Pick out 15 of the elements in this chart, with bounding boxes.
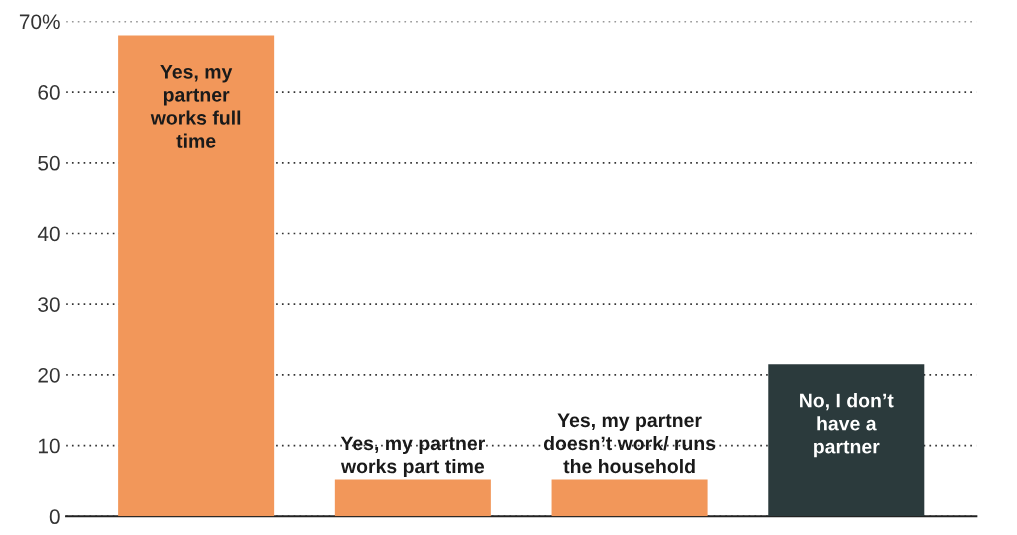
y-tick-label: 30 <box>38 297 60 312</box>
x-tick-label: Yes, my partner works part time <box>340 436 485 478</box>
y-tick-label: 10 <box>38 438 60 454</box>
x-tick-label: Yes, my partner works full time <box>150 65 241 148</box>
y-tick-label: 70% <box>19 14 60 30</box>
x-tick-label: No, I don’t have a partner <box>800 393 894 458</box>
bar <box>118 35 275 517</box>
y-tick-label: 20 <box>38 367 60 383</box>
x-tick-label: Yes, my partner doesn’t work/ runs the household <box>543 413 716 474</box>
bar <box>551 479 708 517</box>
y-tick-label: 0 <box>49 509 60 525</box>
bar <box>334 479 491 517</box>
y-tick-label: 60 <box>38 85 60 100</box>
y-tick-label: 50 <box>38 155 60 171</box>
y-tick-label: 40 <box>37 226 60 242</box>
